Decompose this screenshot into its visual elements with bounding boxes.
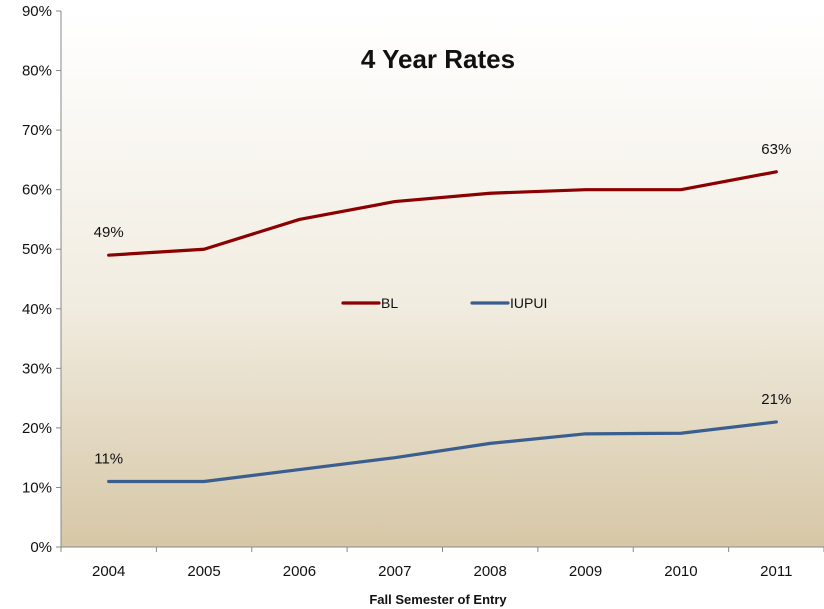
y-tick-label: 0% [30,539,52,556]
labels-layer: 49% 63% 11% 21% [94,141,792,468]
y-tick-label: 10% [22,479,52,496]
data-label: 49% [94,224,124,241]
data-label: 11% [94,450,123,467]
series-line-iupui [107,420,778,484]
y-tick-label: 40% [22,301,52,318]
plot-area-background [61,11,824,547]
y-tick-label: 70% [22,122,52,139]
x-tick-label: 2005 [187,563,220,580]
x-tick-label: 2008 [474,563,507,580]
x-tick-label: 2011 [760,563,792,580]
x-tick-label: 2006 [283,563,316,580]
legend-label-bl: BL [381,295,398,311]
legend-label-iupui: IUPUI [510,295,547,311]
series-layer [107,170,778,484]
x-tick-label: 2009 [569,563,602,580]
legend: BL IUPUI [341,295,547,311]
y-tick-label: 30% [22,360,52,377]
y-tick-label: 50% [22,241,52,258]
data-label: 63% [761,141,791,158]
chart-title: 4 Year Rates [361,44,515,74]
y-tick-label: 80% [22,63,52,80]
data-label: 21% [761,391,791,408]
x-tick-label: 2010 [664,563,697,580]
y-tick-label: 20% [22,420,52,437]
x-tick-label: 2007 [378,563,411,580]
y-tick-label: 90% [22,3,52,20]
x-axis-label: Fall Semester of Entry [369,592,507,607]
y-tick-label: 60% [22,182,52,199]
series-line-bl [107,170,778,257]
axes: 0% 10% 20% 30% 40% 50% 60% 70% 80% 90% 2004 2005 200… [22,3,824,580]
x-tick-label: 2004 [92,563,125,580]
